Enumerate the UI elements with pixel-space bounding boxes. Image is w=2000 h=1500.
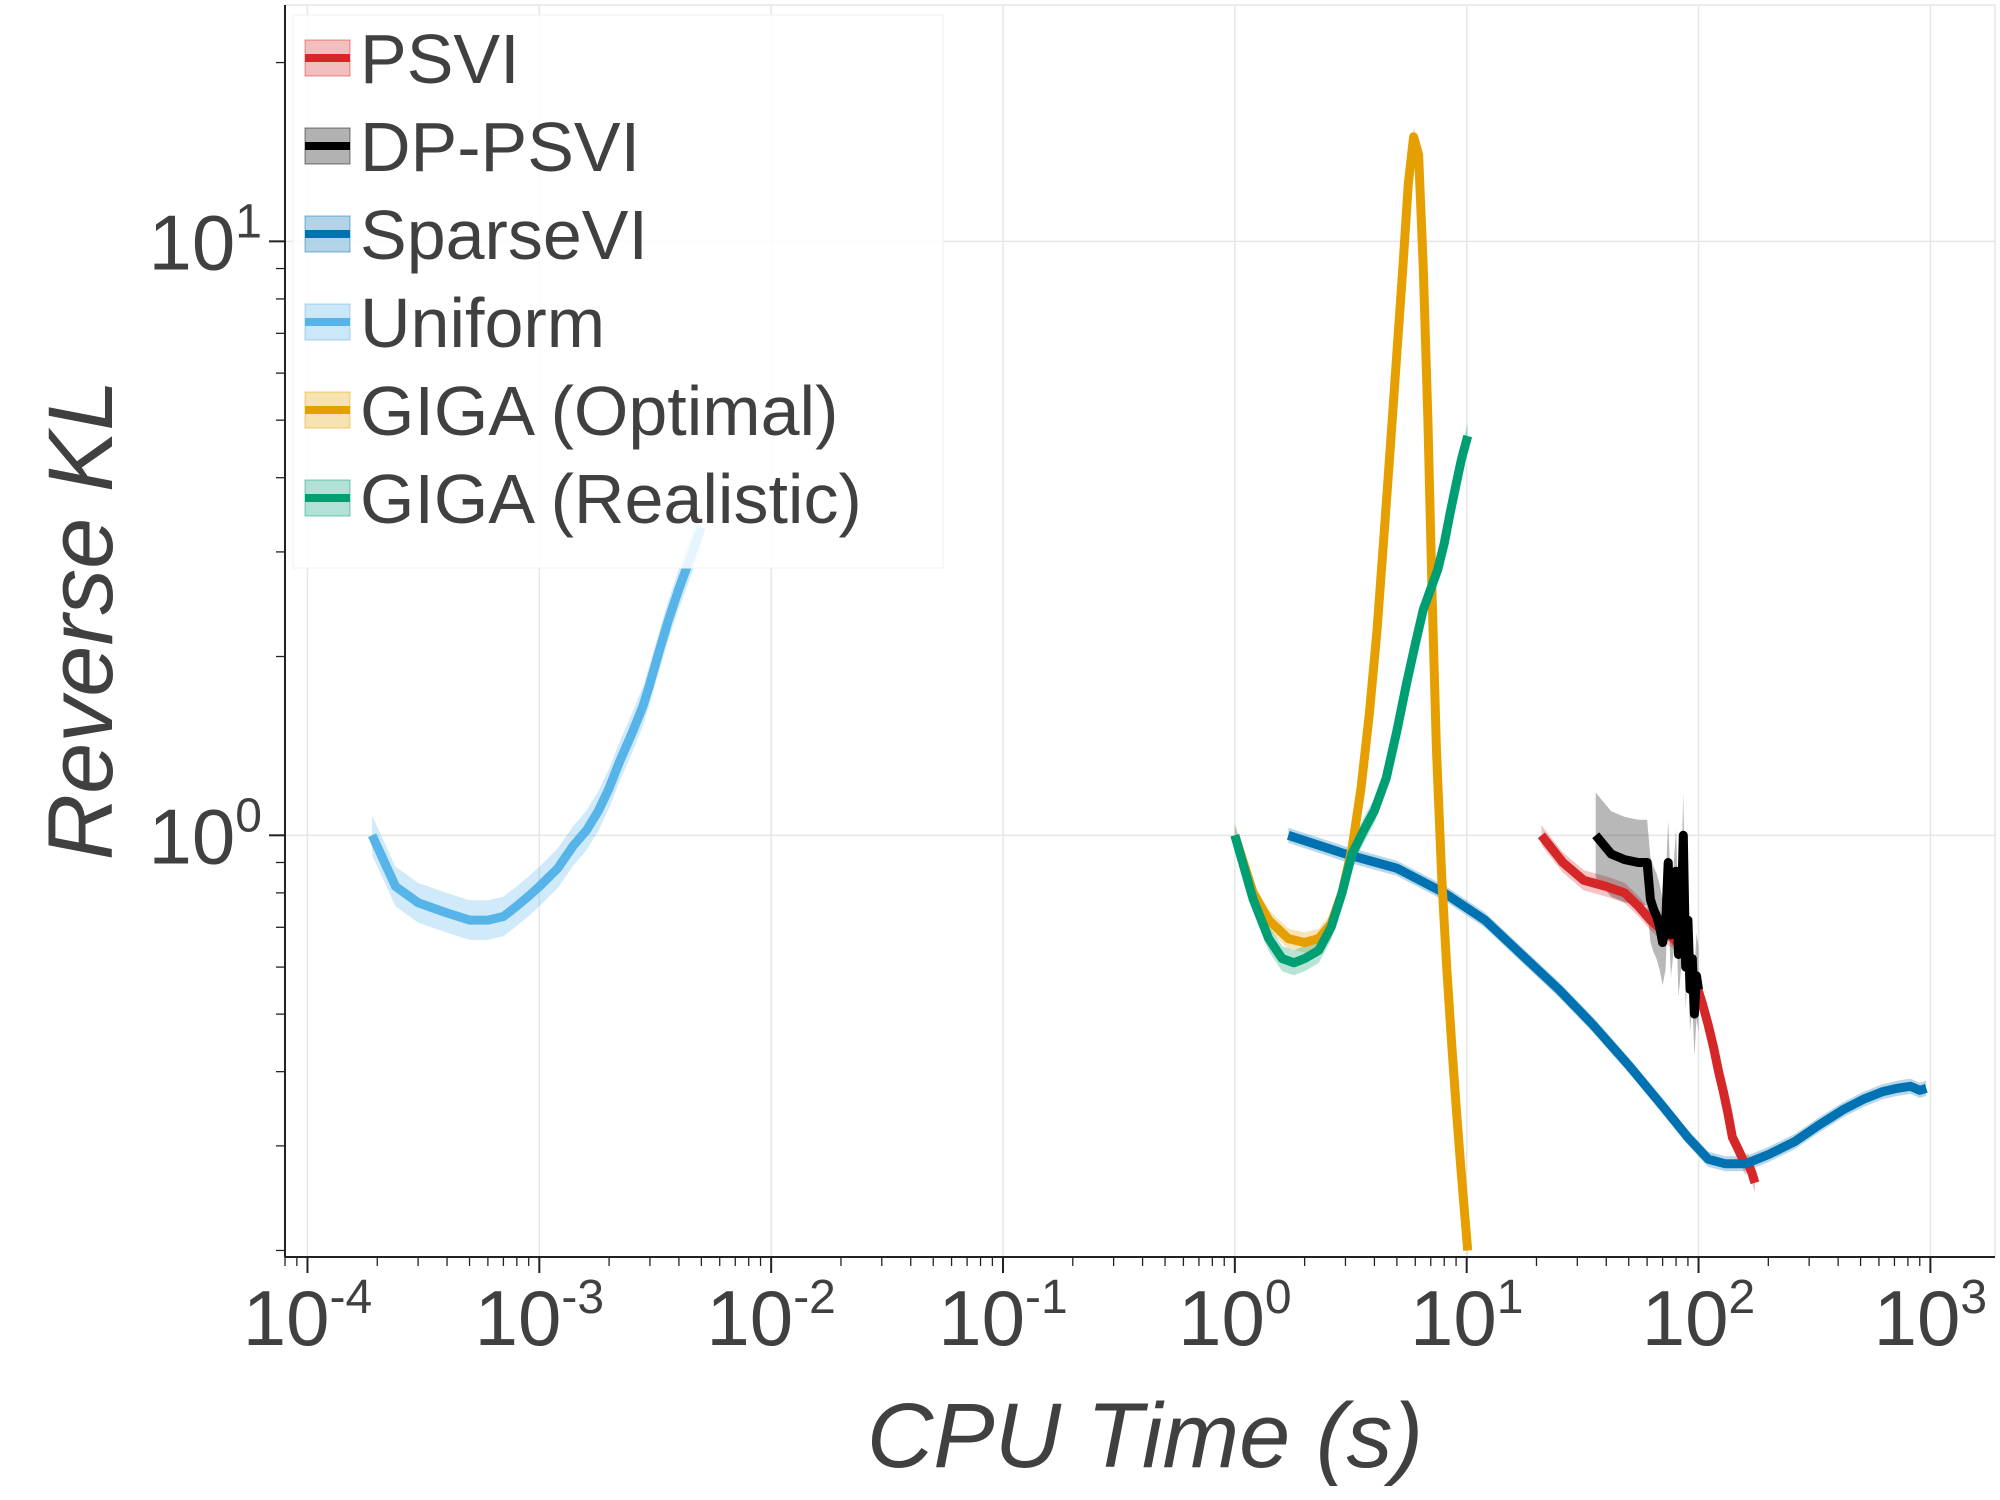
x-tick-label: 100	[1178, 1271, 1291, 1362]
legend-label: GIGA (Realistic)	[360, 460, 862, 538]
legend-label: GIGA (Optimal)	[360, 372, 838, 450]
psvi-line	[1537, 832, 1760, 1185]
legend-label: SparseVI	[360, 196, 648, 274]
tick-marks	[269, 61, 1932, 1273]
dp-psvi-line	[1592, 830, 1703, 1019]
series-lines	[368, 132, 1928, 1251]
legend-item-giga-optimal: GIGA (Optimal)	[304, 372, 838, 450]
legend-item-giga-realistic: GIGA (Realistic)	[304, 460, 862, 538]
x-tick-label: 10-1	[938, 1271, 1067, 1362]
legend-label: Uniform	[360, 284, 605, 362]
y-tick-label: 101	[149, 195, 262, 286]
x-tick-label: 102	[1642, 1271, 1755, 1362]
x-tick-label: 10-4	[243, 1271, 372, 1362]
legend: PSVI DP-PSVI SparseVI Uniform GIGA (Optimal)…	[292, 14, 944, 569]
uniform-band	[372, 507, 702, 940]
legend-label: PSVI	[360, 20, 520, 98]
sparsevi-line	[1286, 831, 1928, 1169]
y-axis-label: Reverse KL	[30, 380, 132, 861]
legend-box	[292, 14, 944, 569]
x-tick-label: 101	[1410, 1271, 1523, 1362]
legend-item-sparsevi: SparseVI	[304, 196, 648, 274]
legend-label: DP-PSVI	[360, 108, 640, 186]
x-tick-label: 10-2	[706, 1271, 835, 1362]
x-axis-label: CPU Time (s)	[867, 1385, 1423, 1487]
x-tick-label: 103	[1874, 1271, 1987, 1362]
x-tick-label: 10-3	[475, 1271, 604, 1362]
tick-labels: 10-4 10-3 10-2 10-1 100 101 102 103 100 101	[149, 195, 1988, 1362]
giga-optimal-line	[1230, 132, 1473, 1251]
giga-realistic-line	[1230, 434, 1473, 968]
uniform-line	[368, 525, 706, 925]
plot-area	[285, 4, 1996, 1261]
axes	[284, 5, 1995, 1258]
legend-item-dp-psvi: DP-PSVI	[304, 108, 640, 186]
y-tick-label: 100	[149, 789, 262, 880]
legend-item-psvi: PSVI	[304, 20, 520, 98]
legend-item-uniform: Uniform	[304, 284, 605, 362]
